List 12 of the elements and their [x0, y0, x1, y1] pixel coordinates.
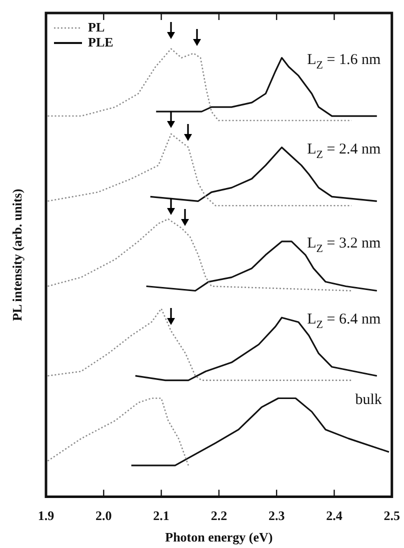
x-axis-title: Photon energy (eV)	[165, 530, 273, 545]
annotation: bulk	[355, 392, 382, 408]
x-tick-label: 2.2	[210, 508, 228, 523]
x-tick-label: 2.1	[153, 508, 170, 523]
legend-label: PL	[88, 19, 105, 34]
x-tick-label: 2.4	[326, 508, 343, 523]
x-tick-label: 2.5	[384, 508, 400, 523]
x-tick-label: 2.3	[268, 508, 286, 523]
x-tick-label: 2.0	[96, 508, 112, 523]
y-axis-title: PL intensity (arb. units)	[9, 188, 24, 321]
legend-label: PLE	[88, 34, 114, 50]
x-tick-label: 1.9	[38, 508, 55, 523]
